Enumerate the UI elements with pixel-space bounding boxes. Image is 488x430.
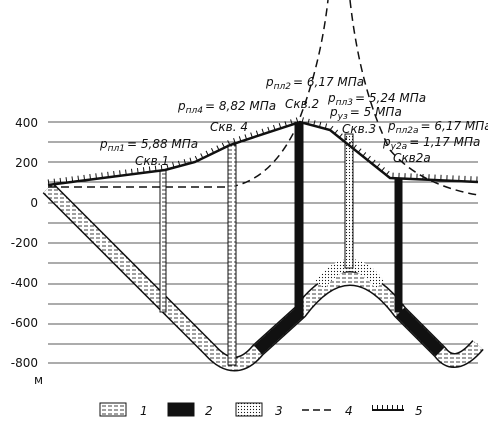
well-label: Скв.1 (135, 154, 169, 168)
pressure-label: pпл2а = 6,17 МПа (387, 119, 488, 136)
pressure-label: pпл3 = 5,24 МПа (327, 91, 426, 108)
pressure-symbol: p (327, 91, 336, 105)
pressure-subscript: пл2а (396, 126, 419, 136)
pressure-subscript: пл3 (336, 98, 354, 108)
pressure-subscript: пл1 (108, 144, 125, 154)
pressure-subscript: пл2 (274, 82, 292, 92)
legend-label: 5 (415, 404, 423, 418)
grid (48, 121, 478, 364)
pressure-value: = 8,82 МПа (205, 99, 276, 113)
y-tick-label: 200 (15, 156, 38, 170)
pressure-label: pуз = 5 МПа (329, 105, 402, 122)
well-label: Скв. 4 (210, 120, 248, 134)
pressure-subscript: пл4 (186, 106, 204, 116)
pressure-symbol: p (329, 105, 338, 119)
pressure-label: pу2а = 1,17 МПа (382, 135, 480, 152)
pressure-value: = 5,88 МПа (127, 137, 198, 151)
y-tick-label: -600 (11, 316, 38, 330)
y-tick-label: 400 (15, 116, 38, 130)
pressure-subscript: уз (337, 112, 348, 122)
pressure-symbol: p (265, 75, 274, 89)
dashed-line (48, 0, 479, 196)
y-tick-label: 0 (30, 196, 38, 210)
legend-label: 4 (345, 404, 353, 418)
well-label: Скв2а (393, 151, 431, 165)
pressure-label: pпл1 = 5,88 МПа (99, 137, 198, 154)
well-label: Скв.3 (342, 122, 376, 136)
y-tick-label: -800 (11, 356, 38, 370)
pressure-value: = 5 МПа (350, 105, 402, 119)
pressure-value: = 6,17 МПа (293, 75, 364, 89)
pressure-value: = 5,24 МПа (355, 91, 426, 105)
legend-label: 3 (275, 404, 283, 418)
axis-unit: м (34, 373, 43, 387)
pressure-subscript: у2а (390, 142, 408, 152)
legend (99, 402, 404, 417)
legend-label: 2 (205, 404, 213, 418)
y-axis: 400 200 0 -200 -400 -600 -800 (11, 116, 38, 370)
y-tick-label: -400 (11, 276, 38, 290)
pressure-symbol: p (177, 99, 186, 113)
well-label: Скв.2 (285, 97, 319, 111)
legend-label: 1 (140, 404, 148, 418)
pressure-symbol: p (382, 135, 391, 149)
legend-labels: 1 2 3 4 5 (140, 404, 423, 418)
pressure-symbol: p (387, 119, 396, 133)
stratum (42, 182, 484, 372)
pressure-value: = 6,17 МПа (421, 119, 488, 133)
surface (47, 116, 479, 187)
pressure-label: pпл4 = 8,82 МПа (177, 99, 276, 116)
y-tick-label: -200 (11, 236, 38, 250)
pressure-value: = 1,17 МПа (409, 135, 480, 149)
pressure-symbol: p (99, 137, 108, 151)
pressure-label: pпл2 = 6,17 МПа (265, 75, 364, 92)
